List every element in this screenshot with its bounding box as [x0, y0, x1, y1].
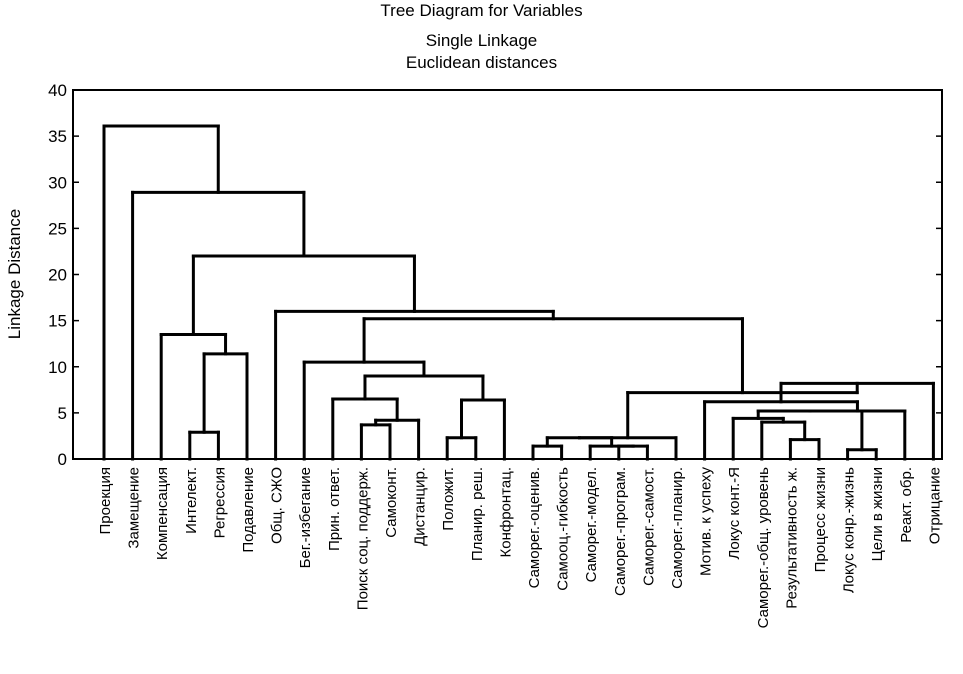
leaf-label: Саморег.-общ. уровень — [755, 467, 772, 629]
leaf-label: Конфронтац. — [497, 467, 514, 557]
leaf-label: Регрессия — [211, 467, 228, 538]
leaf-label: Интелект. — [183, 467, 200, 534]
leaf-label: Результативность ж. — [783, 467, 800, 609]
y-tick-label: 35 — [48, 127, 67, 146]
chart-subtitle: Single Linkage — [425, 31, 538, 50]
leaf-label: Саморег.-самост. — [640, 467, 657, 586]
y-tick-label: 20 — [48, 266, 67, 285]
y-axis-label: Linkage Distance — [5, 209, 24, 339]
leaf-label: Замещение — [126, 467, 143, 549]
leaf-label: Самоконт. — [383, 467, 400, 538]
chart-subtitle-2: Euclidean distances — [405, 53, 558, 72]
leaf-label: Планир. реш. — [469, 467, 486, 561]
y-tick-label: 40 — [48, 81, 67, 100]
leaf-label: Проекция — [97, 467, 114, 534]
y-tick-label: 25 — [48, 219, 67, 238]
leaf-label: Общ. СЖО — [269, 467, 286, 544]
leaf-label: Отрицание — [926, 467, 943, 544]
leaf-label: Саморег.-оценив. — [526, 467, 543, 588]
leaf-label: Реакт. обр. — [898, 467, 915, 543]
leaf-label: Подавление — [240, 467, 257, 553]
y-tick-label: 15 — [48, 312, 67, 331]
leaf-label: Прин. ответ. — [326, 467, 343, 551]
leaf-label: Поиск соц. поддерж. — [354, 467, 371, 610]
y-tick-label: 0 — [58, 450, 67, 469]
leaf-label: Дистанцир. — [412, 467, 429, 546]
y-tick-label: 30 — [48, 173, 67, 192]
leaf-label: Самооц.-гибкость — [555, 467, 572, 591]
y-tick-label: 10 — [48, 358, 67, 377]
dendrogram-links — [102, 124, 935, 461]
leaf-label: Локус конр.-жизнь — [841, 467, 858, 593]
leaf-label: Цели в жизни — [869, 467, 886, 561]
leaf-label: Компенсация — [154, 467, 171, 560]
leaf-label: Бег.-избегание — [297, 467, 314, 568]
leaf-label: Саморег.-модел. — [583, 467, 600, 582]
leaf-labels: Проекция Замещение Компенсация Интелект. Рег… — [97, 467, 943, 629]
y-axis: 0 5 10 15 20 25 30 35 40 — [48, 81, 942, 469]
chart-title: Tree Diagram for Variables — [380, 1, 583, 20]
y-tick-label: 5 — [58, 404, 67, 423]
leaf-label: Локус конт.-Я — [726, 467, 743, 559]
leaf-label: Процесс жизни — [812, 467, 829, 572]
leaf-label: Саморег.-програм. — [612, 467, 629, 596]
leaf-label: Положит. — [440, 467, 457, 531]
leaf-label: Мотив. к успеху — [698, 467, 715, 576]
leaf-label: Саморег.-планир. — [669, 467, 686, 589]
